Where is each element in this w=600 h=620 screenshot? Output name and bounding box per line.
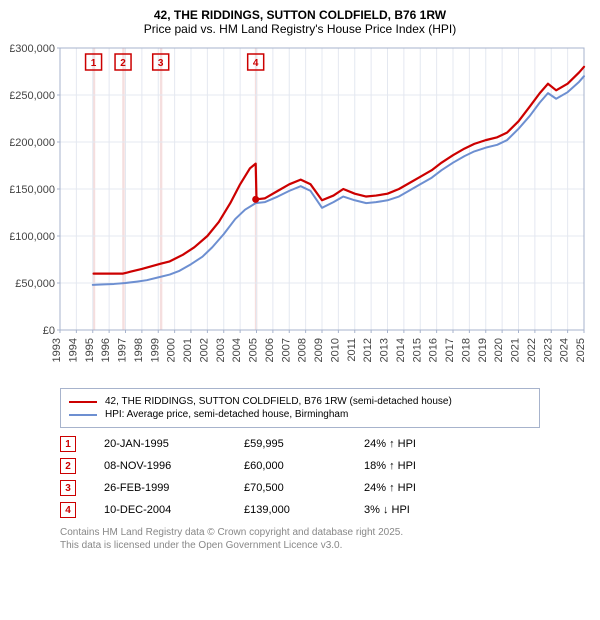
svg-text:2006: 2006: [264, 338, 276, 362]
svg-text:2015: 2015: [411, 338, 423, 362]
transaction-marker: 4: [60, 502, 76, 518]
svg-text:£200,000: £200,000: [10, 137, 55, 149]
title-line2: Price paid vs. HM Land Registry's House …: [10, 22, 590, 36]
svg-text:2025: 2025: [575, 338, 587, 362]
legend-item: HPI: Average price, semi-detached house,…: [69, 409, 531, 420]
svg-text:2007: 2007: [280, 338, 292, 362]
svg-text:4: 4: [253, 58, 259, 69]
footer-line1: Contains HM Land Registry data © Crown c…: [60, 526, 540, 539]
svg-text:2005: 2005: [248, 338, 260, 362]
svg-text:2014: 2014: [395, 338, 407, 362]
svg-text:£0: £0: [43, 325, 55, 337]
svg-text:2011: 2011: [346, 338, 358, 362]
legend: 42, THE RIDDINGS, SUTTON COLDFIELD, B76 …: [60, 388, 540, 428]
svg-text:1993: 1993: [51, 338, 63, 362]
svg-text:2010: 2010: [329, 338, 341, 362]
svg-text:2012: 2012: [362, 338, 374, 362]
transaction-date: 08-NOV-1996: [104, 460, 244, 472]
transaction-pct: 24% ↑ HPI: [364, 438, 474, 450]
svg-text:2020: 2020: [493, 338, 505, 362]
legend-label: HPI: Average price, semi-detached house,…: [105, 409, 348, 420]
svg-text:1997: 1997: [117, 338, 129, 362]
svg-text:1995: 1995: [84, 338, 96, 362]
svg-text:1: 1: [91, 58, 97, 69]
transaction-date: 20-JAN-1995: [104, 438, 244, 450]
svg-text:£100,000: £100,000: [10, 231, 55, 243]
svg-text:2000: 2000: [166, 338, 178, 362]
svg-text:2008: 2008: [297, 338, 309, 362]
svg-text:2001: 2001: [182, 338, 194, 362]
transaction-pct: 24% ↑ HPI: [364, 482, 474, 494]
legend-label: 42, THE RIDDINGS, SUTTON COLDFIELD, B76 …: [105, 396, 452, 407]
svg-text:2019: 2019: [477, 338, 489, 362]
svg-text:2002: 2002: [198, 338, 210, 362]
transaction-marker: 2: [60, 458, 76, 474]
title-line1: 42, THE RIDDINGS, SUTTON COLDFIELD, B76 …: [10, 8, 590, 22]
transaction-price: £139,000: [244, 504, 364, 516]
svg-text:2021: 2021: [510, 338, 522, 362]
svg-text:1999: 1999: [149, 338, 161, 362]
transaction-marker: 1: [60, 436, 76, 452]
transaction-price: £59,995: [244, 438, 364, 450]
transactions-table: 1 20-JAN-1995 £59,995 24% ↑ HPI 2 08-NOV…: [60, 436, 540, 518]
legend-item: 42, THE RIDDINGS, SUTTON COLDFIELD, B76 …: [69, 396, 531, 407]
svg-text:2016: 2016: [428, 338, 440, 362]
svg-text:2017: 2017: [444, 338, 456, 362]
svg-text:1994: 1994: [67, 338, 79, 362]
svg-text:2013: 2013: [379, 338, 391, 362]
chart-title: 42, THE RIDDINGS, SUTTON COLDFIELD, B76 …: [10, 8, 590, 36]
transaction-date: 26-FEB-1999: [104, 482, 244, 494]
table-row: 4 10-DEC-2004 £139,000 3% ↓ HPI: [60, 502, 540, 518]
svg-text:2004: 2004: [231, 338, 243, 362]
transaction-pct: 3% ↓ HPI: [364, 504, 474, 516]
footer: Contains HM Land Registry data © Crown c…: [60, 526, 540, 552]
svg-text:£250,000: £250,000: [10, 90, 55, 102]
svg-text:£150,000: £150,000: [10, 184, 55, 196]
transaction-marker: 3: [60, 480, 76, 496]
svg-text:1996: 1996: [100, 338, 112, 362]
svg-text:2003: 2003: [215, 338, 227, 362]
transaction-date: 10-DEC-2004: [104, 504, 244, 516]
transaction-price: £60,000: [244, 460, 364, 472]
svg-text:2018: 2018: [460, 338, 472, 362]
svg-text:1998: 1998: [133, 338, 145, 362]
svg-text:2022: 2022: [526, 338, 538, 362]
legend-swatch: [69, 414, 97, 416]
svg-text:£300,000: £300,000: [10, 43, 55, 55]
table-row: 1 20-JAN-1995 £59,995 24% ↑ HPI: [60, 436, 540, 452]
legend-swatch: [69, 401, 97, 403]
svg-text:2023: 2023: [542, 338, 554, 362]
table-row: 3 26-FEB-1999 £70,500 24% ↑ HPI: [60, 480, 540, 496]
transaction-price: £70,500: [244, 482, 364, 494]
transaction-pct: 18% ↑ HPI: [364, 460, 474, 472]
svg-text:2: 2: [120, 58, 126, 69]
footer-line2: This data is licensed under the Open Gov…: [60, 539, 540, 552]
svg-text:3: 3: [158, 58, 164, 69]
svg-text:2009: 2009: [313, 338, 325, 362]
svg-text:2024: 2024: [559, 338, 571, 362]
table-row: 2 08-NOV-1996 £60,000 18% ↑ HPI: [60, 458, 540, 474]
svg-text:£50,000: £50,000: [15, 278, 55, 290]
price-chart: £0 £50,000 £100,000 £150,000 £200,000 £250,00…: [10, 42, 590, 382]
